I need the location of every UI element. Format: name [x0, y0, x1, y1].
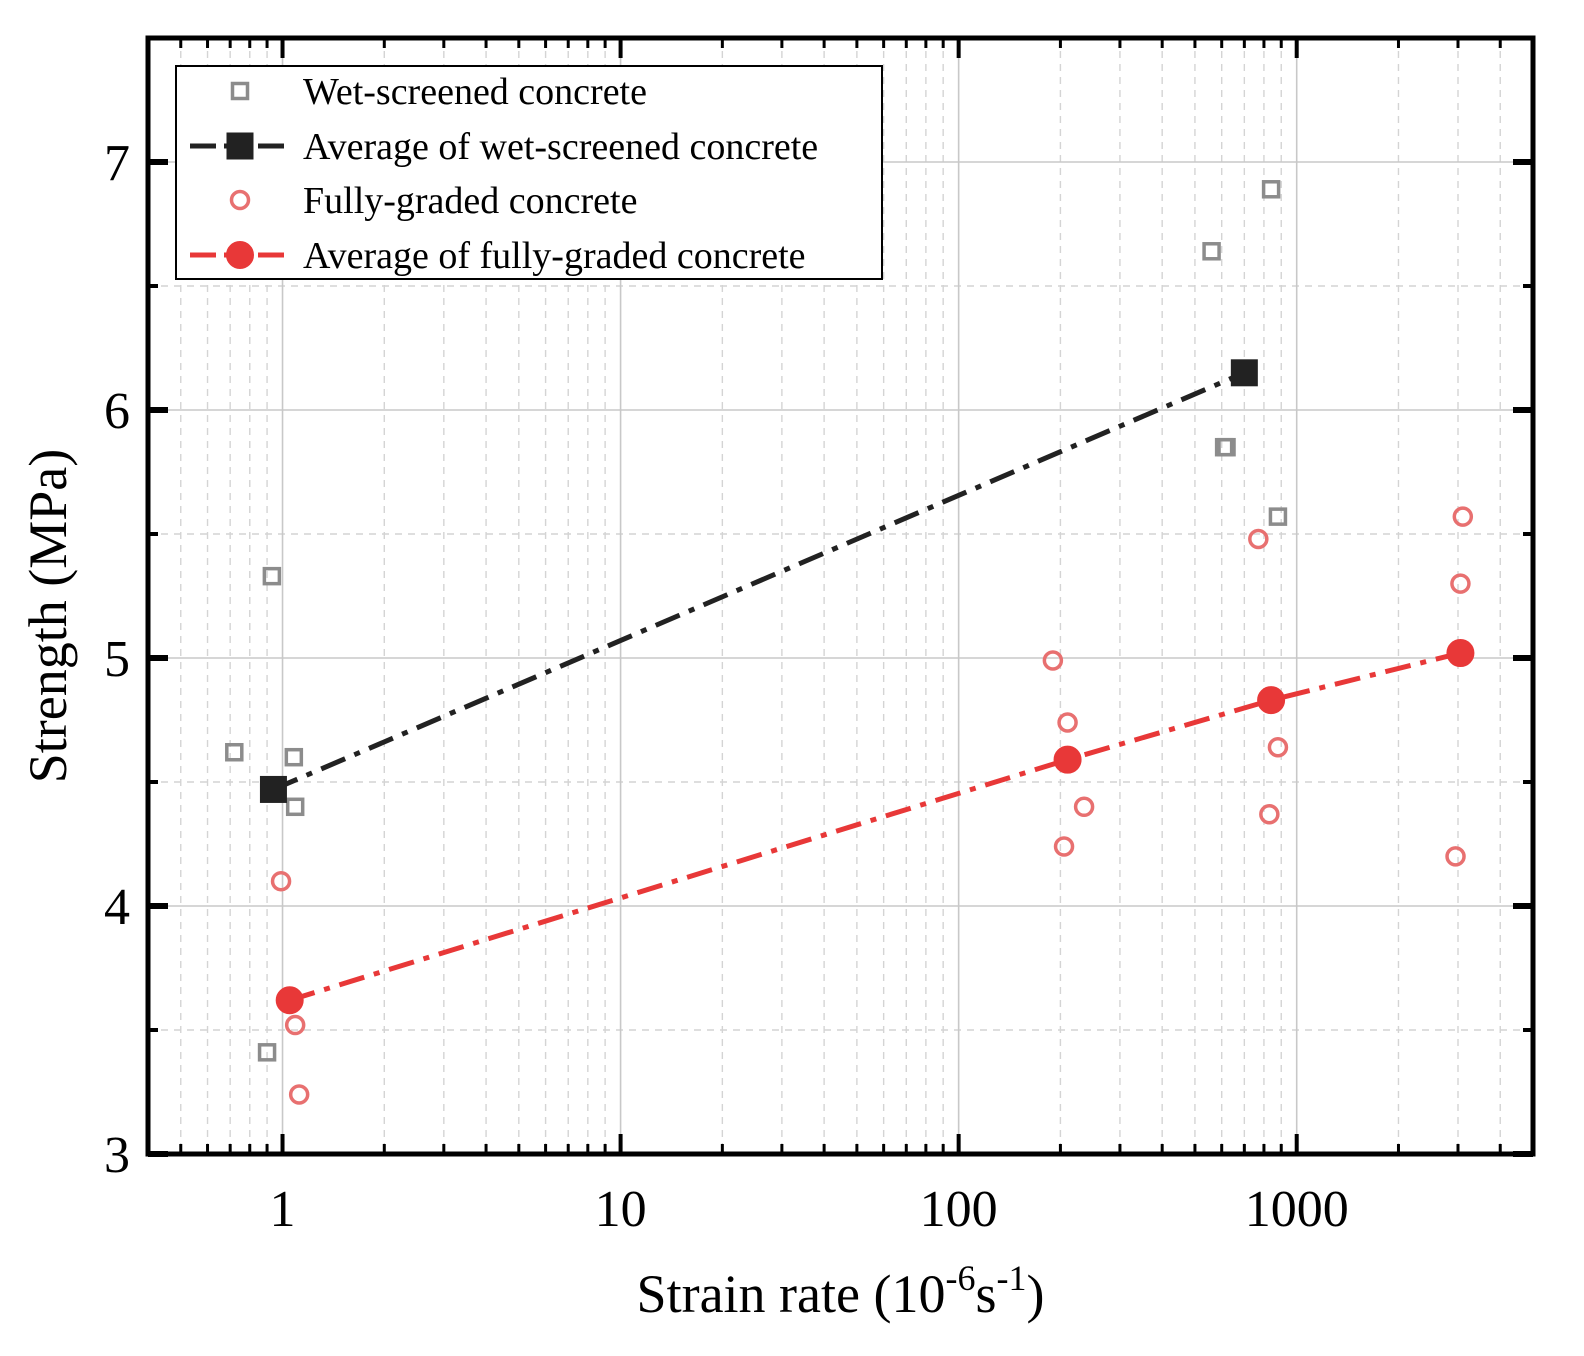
data-point: [1057, 712, 1078, 733]
series-1: [259, 359, 1258, 803]
data-point: [1053, 745, 1082, 774]
data-point: [1261, 180, 1281, 199]
data-point: [225, 742, 244, 762]
data-point: [1445, 846, 1466, 867]
data-point: [259, 775, 287, 803]
legend-marker: [230, 81, 250, 101]
y-tick-label: 7: [104, 135, 130, 192]
data-point: [288, 1084, 310, 1105]
data-point: [285, 797, 305, 817]
legend-label: Fully-graded concrete: [303, 180, 637, 222]
data-point: [262, 566, 282, 586]
x-tick-label: 1: [270, 1181, 296, 1238]
series-3: [275, 639, 1475, 1015]
data-point: [257, 1043, 277, 1062]
data-point: [1259, 803, 1280, 825]
x-tick-label: 1000: [1245, 1181, 1349, 1238]
legend: Wet-screened concrete Average of wet-scre…: [175, 65, 883, 280]
data-point: [284, 1014, 306, 1036]
legend-label: Average of wet-screened concrete: [303, 126, 818, 168]
series-line: [288, 650, 1462, 1003]
tick-labels: 1 10 100 1000 3 4 5 6 7: [104, 135, 1349, 1238]
legend-marker: [229, 189, 251, 211]
plot-frame: [145, 35, 1536, 1157]
data-point: [1257, 686, 1286, 715]
legend-label: Wet-screened concrete: [303, 71, 647, 113]
legend-marker: [226, 241, 254, 269]
y-tick-label: 5: [104, 631, 130, 688]
series-layer: [225, 180, 1475, 1105]
x-tick-label: 100: [920, 1181, 998, 1238]
y-tick-label: 6: [104, 383, 130, 440]
data-point: [1230, 359, 1258, 387]
data-point: [1248, 528, 1269, 550]
legend-marker: [226, 132, 254, 160]
x-tick-label: 10: [595, 1181, 647, 1238]
data-point: [1042, 650, 1064, 671]
data-point: [1202, 242, 1221, 261]
data-point: [1452, 506, 1474, 527]
y-tick-label: 3: [104, 1127, 130, 1184]
data-point: [1073, 796, 1095, 818]
y-axis-title: Strength (MPa): [18, 449, 78, 783]
data-point: [270, 870, 292, 892]
data-point: [284, 747, 304, 767]
series-line: [272, 370, 1246, 792]
y-tick-label: 4: [104, 879, 130, 936]
data-point: [1267, 737, 1289, 758]
series-0: [225, 180, 1288, 1062]
data-point: [1268, 507, 1288, 526]
series-2: [270, 506, 1474, 1105]
ticks-layer: [146, 38, 1535, 1157]
x-axis-title: Strain rate (10-6s-1): [637, 1258, 1045, 1324]
legend-box: [175, 65, 883, 280]
data-point: [1217, 437, 1236, 457]
data-point: [1446, 639, 1475, 668]
data-point: [1450, 573, 1471, 594]
legend-label: Average of fully-graded concrete: [303, 235, 806, 277]
data-point: [1053, 836, 1075, 857]
data-point: [275, 986, 304, 1015]
